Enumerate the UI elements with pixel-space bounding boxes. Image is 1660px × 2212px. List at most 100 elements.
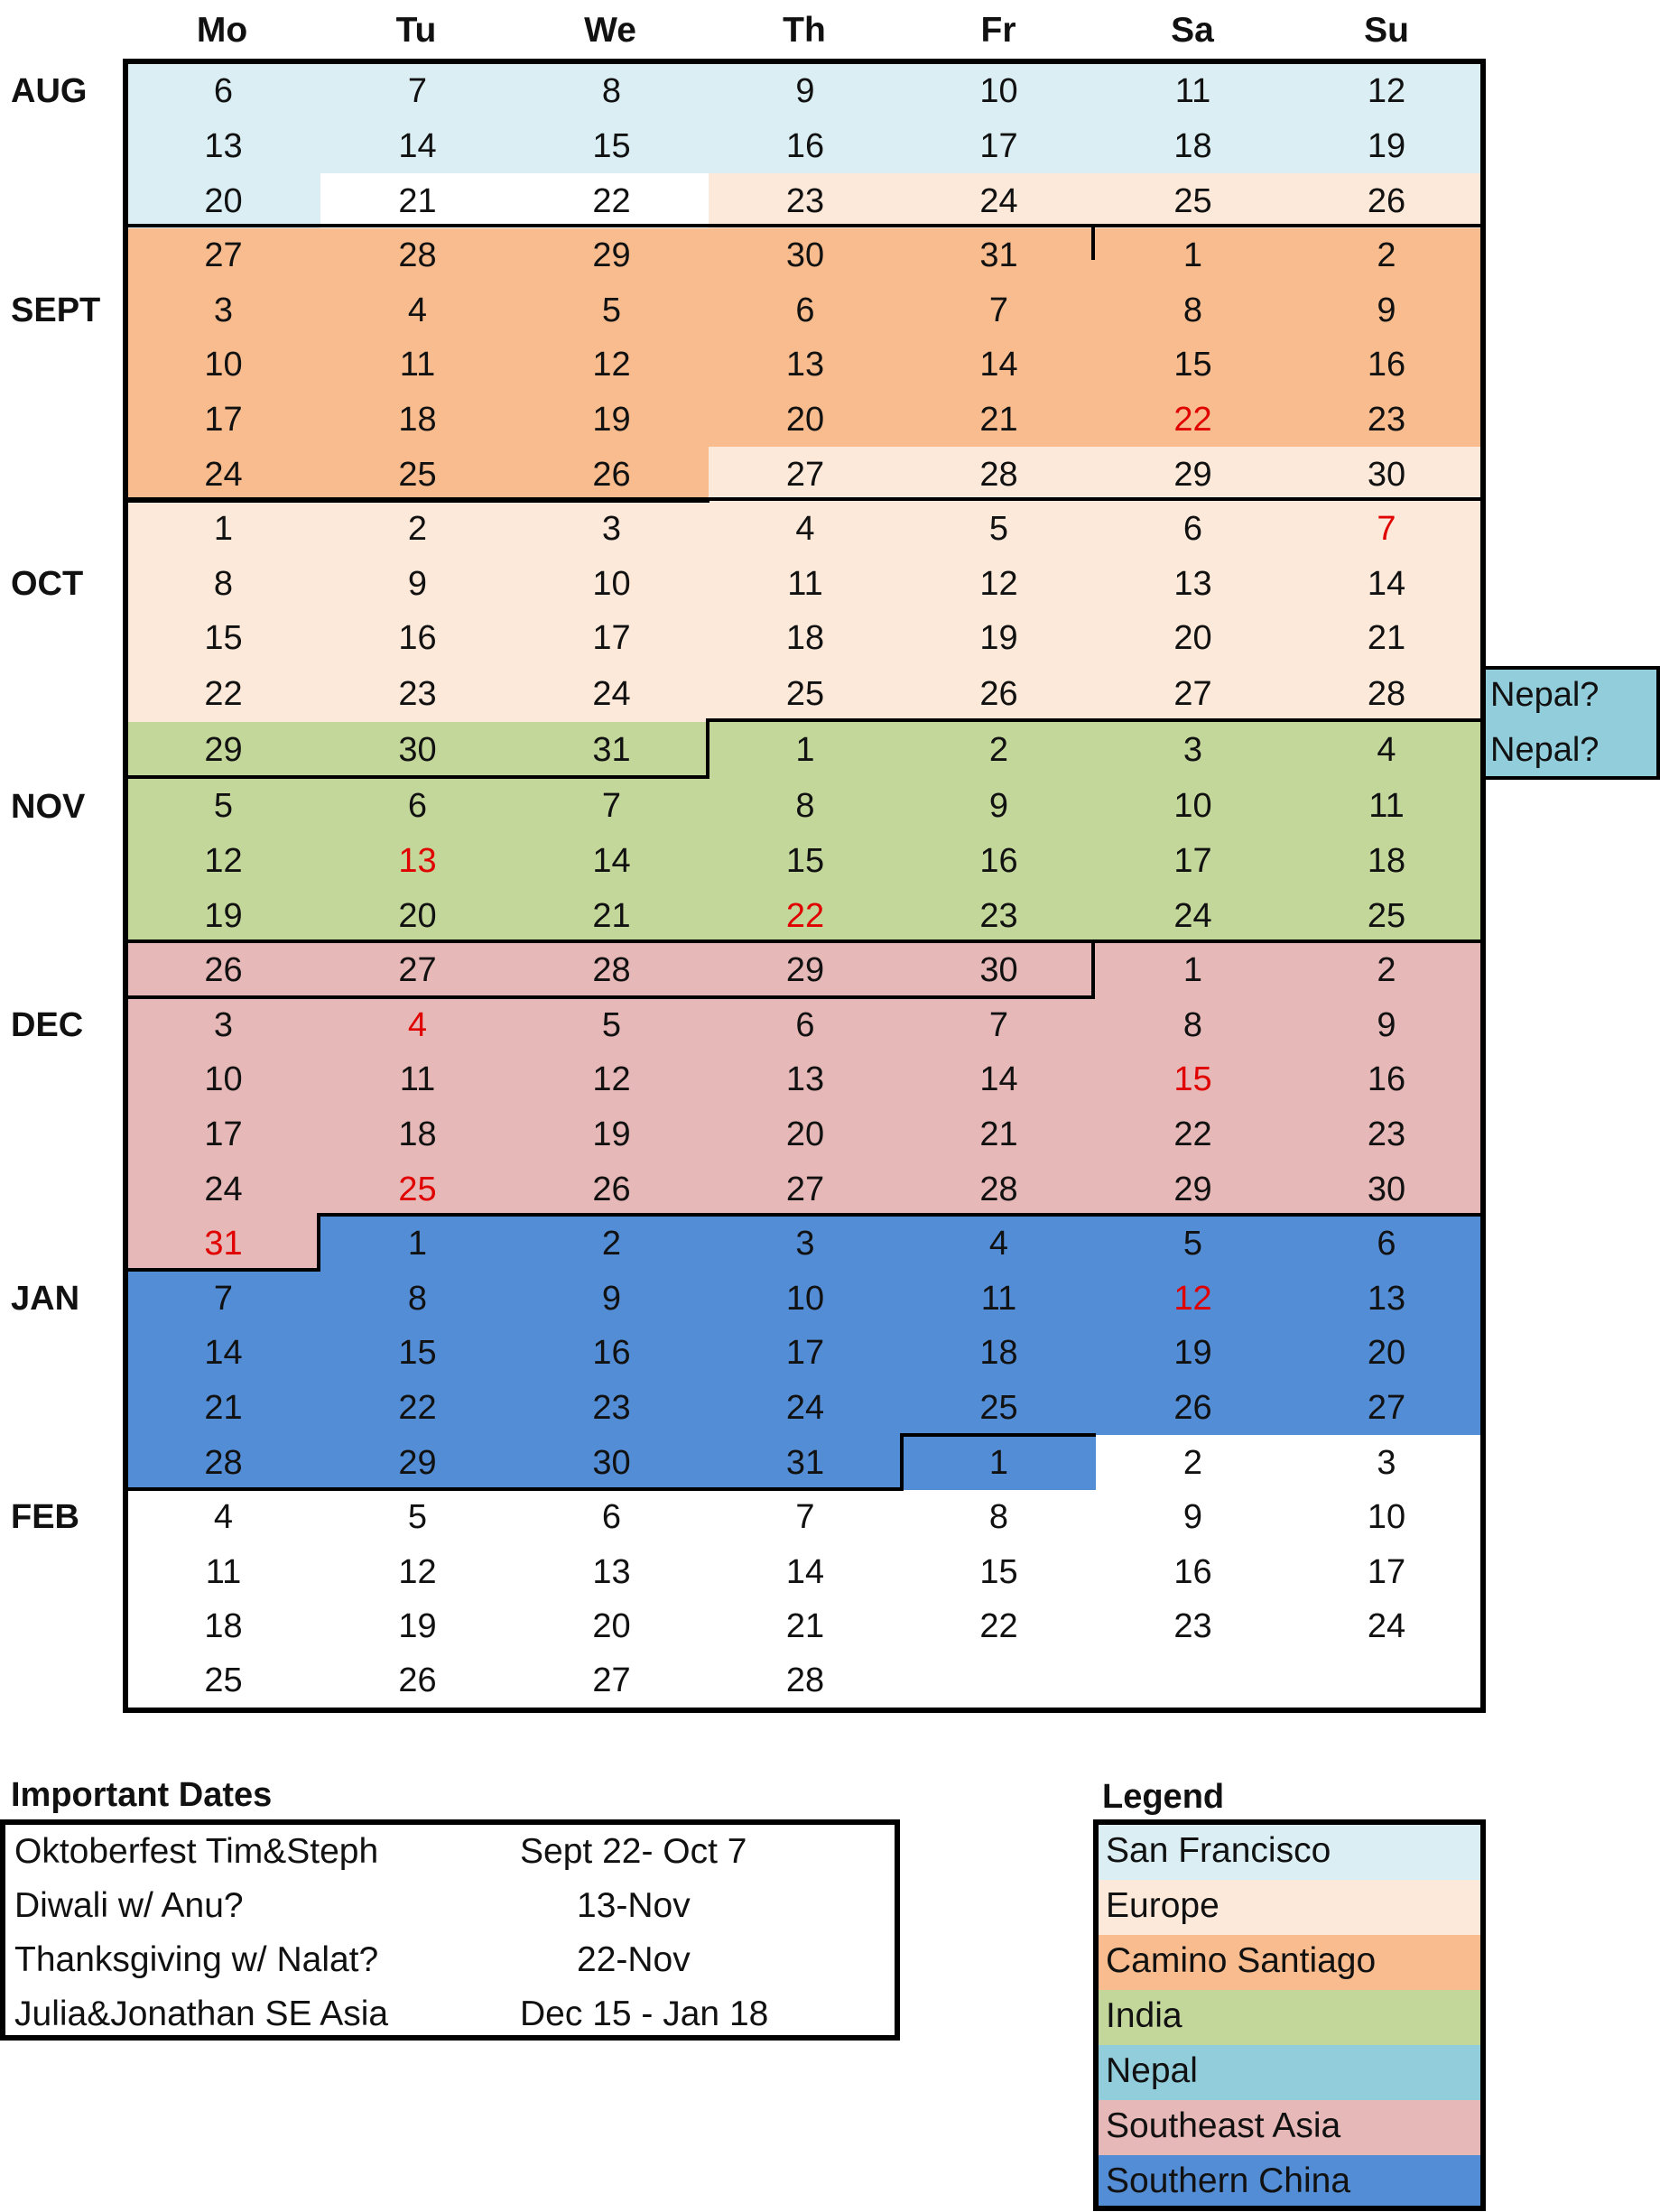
important-dates-title: Important Dates bbox=[11, 1776, 273, 1814]
calendar-cell bbox=[320, 1544, 515, 1600]
calendar-cell bbox=[902, 1435, 1096, 1491]
day-number: 10 bbox=[1173, 786, 1212, 825]
day-number: 4 bbox=[795, 510, 815, 549]
day-number: 22 bbox=[1173, 400, 1212, 439]
calendar-cell bbox=[1290, 1106, 1483, 1162]
day-number: 27 bbox=[785, 1170, 825, 1208]
calendar-cell bbox=[1290, 1271, 1483, 1327]
day-number: 30 bbox=[592, 1443, 631, 1482]
calendar-cell bbox=[1290, 1435, 1483, 1491]
day-number: 12 bbox=[1367, 72, 1406, 111]
legend-item-nepal: Nepal bbox=[1099, 2045, 1480, 2100]
calendar-cell bbox=[902, 777, 1096, 834]
day-number: 6 bbox=[795, 1005, 815, 1044]
calendar-cell bbox=[126, 1653, 320, 1708]
calendar-cell bbox=[902, 118, 1096, 174]
calendar-cell bbox=[320, 392, 515, 448]
day-number: 4 bbox=[407, 1005, 428, 1044]
calendar-cell bbox=[902, 1599, 1096, 1654]
day-number: 24 bbox=[592, 674, 631, 713]
day-number: 1 bbox=[213, 510, 234, 549]
day-number: 14 bbox=[398, 126, 437, 165]
day-number: 27 bbox=[1173, 674, 1212, 713]
day-number: 13 bbox=[1367, 1279, 1406, 1318]
calendar-cell bbox=[709, 64, 902, 119]
calendar-cell bbox=[709, 1216, 902, 1272]
calendar-cell bbox=[515, 338, 709, 393]
calendar-cell bbox=[709, 942, 902, 998]
day-number: 28 bbox=[979, 455, 1018, 494]
calendar-cell bbox=[320, 1435, 515, 1491]
calendar-cell bbox=[1290, 888, 1483, 944]
day-number: 30 bbox=[1367, 455, 1406, 494]
calendar-cell bbox=[1290, 1052, 1483, 1107]
day-number: 31 bbox=[204, 1225, 243, 1263]
day-number: 25 bbox=[1173, 181, 1212, 220]
day-number: 17 bbox=[1367, 1552, 1406, 1591]
month-label-aug: AUG bbox=[11, 72, 88, 110]
day-number: 26 bbox=[1173, 1388, 1212, 1427]
calendar-cell bbox=[709, 1326, 902, 1381]
calendar-cell bbox=[126, 997, 320, 1053]
dow-monday: Mo bbox=[196, 11, 248, 50]
calendar-cell bbox=[126, 118, 320, 174]
legend-item-san-francisco: San Francisco bbox=[1099, 1825, 1480, 1880]
day-number: 11 bbox=[980, 1279, 1017, 1318]
day-number: 23 bbox=[398, 674, 437, 713]
calendar-cell bbox=[515, 1216, 709, 1272]
calendar-cell bbox=[709, 1271, 902, 1327]
calendar-cell bbox=[709, 1380, 902, 1436]
calendar-cell bbox=[126, 1380, 320, 1436]
day-number: 6 bbox=[1182, 510, 1203, 549]
day-number: 6 bbox=[795, 291, 815, 329]
day-number: 18 bbox=[1367, 841, 1406, 880]
day-number: 1 bbox=[988, 1443, 1009, 1482]
calendar-cell bbox=[1096, 1162, 1290, 1217]
calendar-cell bbox=[1290, 338, 1483, 393]
calendar-cell bbox=[709, 227, 902, 283]
day-number: 9 bbox=[1377, 1005, 1396, 1044]
calendar-cell bbox=[320, 1326, 515, 1381]
calendar-cell bbox=[1290, 997, 1483, 1053]
day-number: 20 bbox=[398, 896, 437, 935]
day-number: 16 bbox=[785, 126, 825, 165]
calendar-cell bbox=[1290, 1544, 1483, 1600]
important-event: Diwali w/ Anu? bbox=[14, 1886, 244, 1925]
day-number: 29 bbox=[785, 951, 825, 990]
calendar-cell bbox=[320, 665, 515, 722]
day-number: 21 bbox=[204, 1388, 243, 1427]
day-number: 7 bbox=[795, 1498, 815, 1537]
calendar-cell bbox=[126, 338, 320, 393]
legend-item-camino-santiago: Camino Santiago bbox=[1099, 1935, 1480, 1990]
calendar-cell bbox=[515, 1162, 709, 1217]
calendar-cell bbox=[126, 1162, 320, 1217]
calendar-cell bbox=[1290, 118, 1483, 174]
calendar-cell bbox=[126, 721, 320, 778]
day-number: 23 bbox=[979, 896, 1018, 935]
day-number: 11 bbox=[1174, 72, 1211, 111]
day-number: 21 bbox=[979, 400, 1018, 439]
day-number: 9 bbox=[1182, 1498, 1203, 1537]
calendar-cell bbox=[1290, 173, 1483, 229]
calendar-cell bbox=[902, 888, 1096, 944]
day-number: 19 bbox=[592, 400, 631, 439]
day-number: 8 bbox=[407, 1279, 428, 1318]
calendar-cell bbox=[902, 501, 1096, 557]
calendar-cell bbox=[902, 1544, 1096, 1600]
day-number: 9 bbox=[988, 786, 1009, 825]
calendar-cell bbox=[1096, 338, 1290, 393]
day-number: 18 bbox=[398, 1115, 437, 1153]
day-number: 9 bbox=[795, 72, 815, 111]
day-number: 20 bbox=[1173, 619, 1212, 658]
calendar-cell bbox=[320, 1216, 515, 1272]
calendar-cell bbox=[1096, 1489, 1290, 1545]
day-number: 19 bbox=[398, 1607, 437, 1646]
calendar-cell bbox=[1096, 942, 1290, 998]
day-number: 19 bbox=[1173, 1334, 1212, 1373]
calendar-cell bbox=[902, 1653, 1096, 1708]
calendar-cell bbox=[515, 777, 709, 834]
calendar-cell bbox=[1096, 556, 1290, 612]
calendar-cell bbox=[320, 942, 515, 998]
calendar-cell bbox=[126, 888, 320, 944]
day-number: 19 bbox=[1367, 126, 1406, 165]
